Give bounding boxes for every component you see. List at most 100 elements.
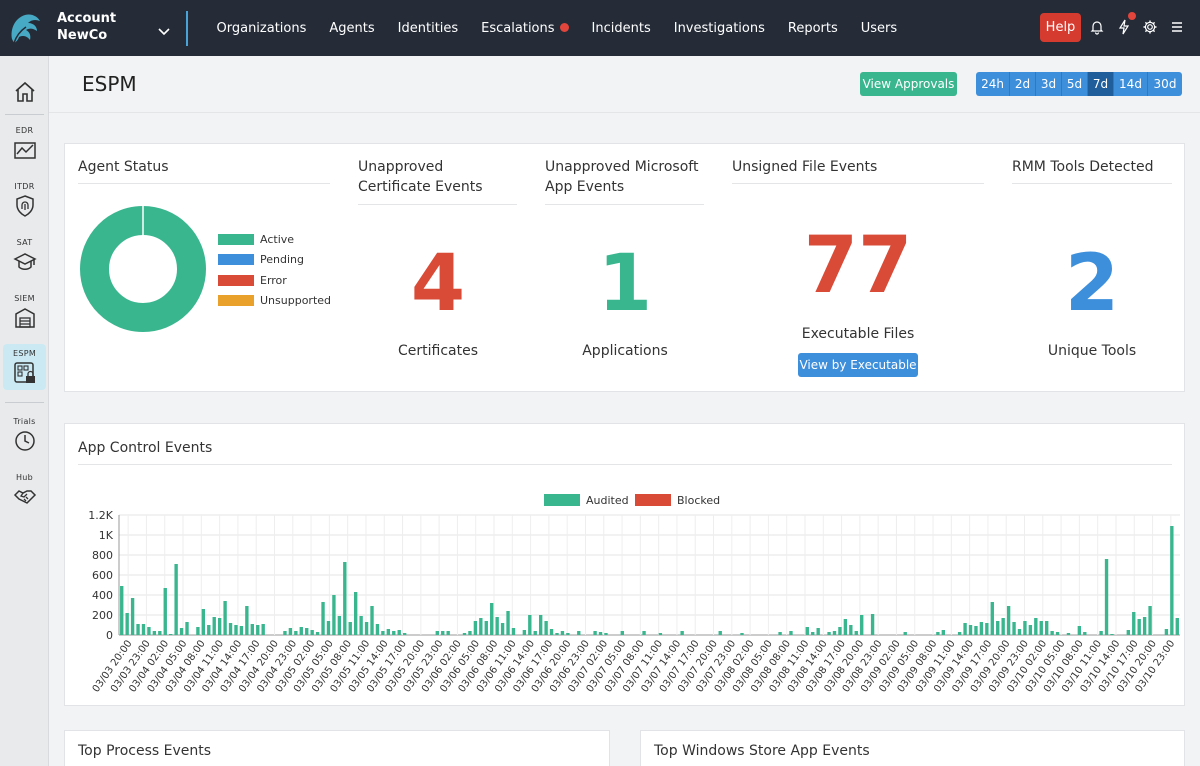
bar-audited[interactable] <box>1148 606 1152 635</box>
bar-audited[interactable] <box>147 627 151 635</box>
range-14d-button[interactable]: 14d <box>1114 72 1148 96</box>
application-count[interactable]: 1 <box>597 239 653 329</box>
bar-audited[interactable] <box>353 592 358 635</box>
bar-audited[interactable] <box>680 631 684 635</box>
bar-audited[interactable] <box>544 621 548 635</box>
bar-audited[interactable] <box>538 615 543 635</box>
bar-audited[interactable] <box>1077 626 1082 635</box>
certificate-count[interactable]: 4 <box>410 239 466 329</box>
account-switcher[interactable]: Account NewCo <box>57 10 116 44</box>
nav-reports[interactable]: Reports <box>787 20 838 36</box>
bar-audited[interactable] <box>141 624 146 635</box>
bar-audited[interactable] <box>468 631 472 635</box>
bar-audited[interactable] <box>1083 632 1087 635</box>
bar-audited[interactable] <box>228 623 233 635</box>
bar-audited[interactable] <box>174 564 178 635</box>
sidebar-item-siem[interactable]: SIEM <box>0 294 49 330</box>
bar-audited[interactable] <box>598 632 603 635</box>
bar-audited[interactable] <box>402 633 407 635</box>
bar-audited[interactable] <box>310 630 314 635</box>
bar-audited[interactable] <box>201 609 206 635</box>
nav-incidents[interactable]: Incidents <box>591 20 651 36</box>
bar-audited[interactable] <box>169 634 173 635</box>
bar-audited[interactable] <box>1050 631 1054 635</box>
bar-audited[interactable] <box>446 631 450 635</box>
bar-audited[interactable] <box>1045 621 1049 635</box>
menu-icon[interactable] <box>1169 19 1185 35</box>
bar-audited[interactable] <box>435 631 439 635</box>
range-30d-button[interactable]: 30d <box>1148 72 1182 96</box>
bar-audited[interactable] <box>245 606 249 635</box>
legend-error[interactable]: Error <box>218 274 287 287</box>
bar-audited[interactable] <box>642 631 646 635</box>
nav-identities[interactable]: Identities <box>397 20 459 36</box>
bar-audited[interactable] <box>305 628 309 635</box>
range-7d-button[interactable]: 7d <box>1088 72 1114 96</box>
bar-audited[interactable] <box>196 627 200 635</box>
bar-audited[interactable] <box>1023 621 1027 635</box>
bar-audited[interactable] <box>1132 612 1136 635</box>
sidebar-item-hub[interactable]: Hub <box>0 473 49 509</box>
bar-audited[interactable] <box>566 633 570 635</box>
sidebar-item-trials[interactable]: Trials <box>0 417 49 453</box>
bar-audited[interactable] <box>528 615 532 635</box>
bar-audited[interactable] <box>511 628 516 635</box>
brand-logo-icon[interactable] <box>6 9 44 47</box>
bar-audited[interactable] <box>332 595 336 635</box>
bar-audited[interactable] <box>549 629 554 635</box>
nav-agents[interactable]: Agents <box>329 20 375 36</box>
bar-audited[interactable] <box>495 617 499 635</box>
bar-audited[interactable] <box>1104 559 1109 635</box>
bar-audited[interactable] <box>506 611 510 635</box>
bar-audited[interactable] <box>854 631 858 635</box>
unsigned-file-count[interactable]: 77 <box>803 221 913 311</box>
legend-unsupported[interactable]: Unsupported <box>218 294 331 307</box>
bar-audited[interactable] <box>397 630 401 635</box>
bar-audited[interactable] <box>936 632 940 635</box>
bar-audited[interactable] <box>870 614 875 635</box>
legend-swatch-audited[interactable] <box>544 494 580 506</box>
bar-audited[interactable] <box>370 606 374 635</box>
bar-audited[interactable] <box>217 618 222 635</box>
bar-audited[interactable] <box>974 626 978 635</box>
bolt-icon[interactable] <box>1116 19 1132 35</box>
bar-audited[interactable] <box>1034 618 1038 635</box>
bar-audited[interactable] <box>179 628 184 635</box>
bar-audited[interactable] <box>1170 526 1174 635</box>
view-approvals-button[interactable]: View Approvals <box>860 72 957 96</box>
bar-audited[interactable] <box>152 631 157 635</box>
bar-audited[interactable] <box>903 632 907 635</box>
nav-users[interactable]: Users <box>860 20 898 36</box>
bar-audited[interactable] <box>381 631 385 635</box>
bar-audited[interactable] <box>256 625 260 635</box>
bar-audited[interactable] <box>740 633 744 635</box>
bar-audited[interactable] <box>234 625 238 635</box>
bar-audited[interactable] <box>315 632 320 635</box>
gear-icon[interactable] <box>1142 19 1158 35</box>
bar-audited[interactable] <box>1012 622 1016 635</box>
bar-audited[interactable] <box>1099 631 1103 635</box>
bar-audited[interactable] <box>163 588 167 635</box>
bar-audited[interactable] <box>490 603 494 635</box>
bar-audited[interactable] <box>125 613 129 635</box>
bar-audited[interactable] <box>375 624 380 635</box>
bar-audited[interactable] <box>343 562 347 635</box>
bar-audited[interactable] <box>593 631 597 635</box>
bar-audited[interactable] <box>843 619 848 635</box>
bar-audited[interactable] <box>250 624 254 635</box>
bar-audited[interactable] <box>860 615 864 635</box>
bar-audited[interactable] <box>321 602 325 635</box>
bar-audited[interactable] <box>283 631 287 635</box>
bar-audited[interactable] <box>985 623 989 635</box>
sidebar-item-home[interactable] <box>0 77 49 104</box>
bar-audited[interactable] <box>577 631 581 635</box>
bar-audited[interactable] <box>299 627 303 635</box>
bar-audited[interactable] <box>348 622 352 635</box>
legend-pending[interactable]: Pending <box>218 253 304 266</box>
bar-audited[interactable] <box>957 632 962 635</box>
bar-audited[interactable] <box>811 632 815 635</box>
bar-audited[interactable] <box>441 631 445 635</box>
bar-audited[interactable] <box>963 623 967 635</box>
bar-audited[interactable] <box>337 616 342 635</box>
bar-audited[interactable] <box>816 628 820 635</box>
